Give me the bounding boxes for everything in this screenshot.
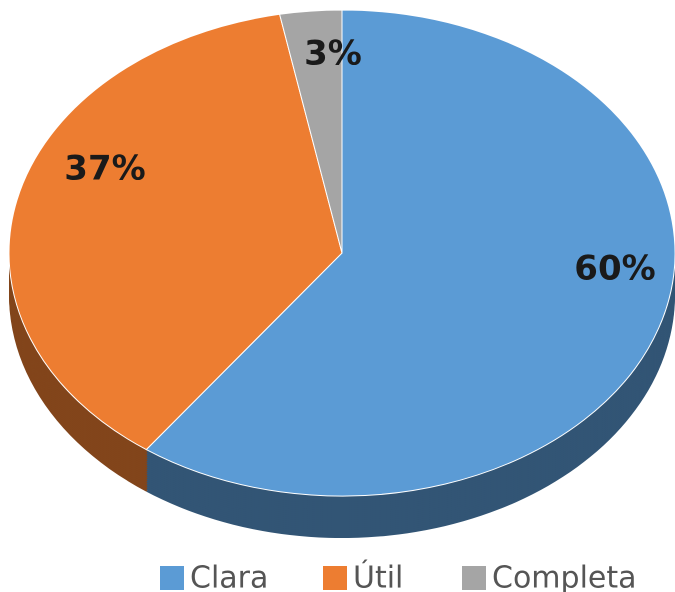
legend-swatch	[160, 566, 184, 590]
data-label: 3%	[304, 34, 362, 74]
pie-slice	[278, 9, 343, 254]
data-label: 37%	[64, 149, 145, 189]
pie-slice	[8, 13, 343, 451]
legend-swatch	[462, 566, 486, 590]
pie-slice	[145, 9, 675, 497]
legend-label: Clara	[190, 561, 268, 592]
data-label: 60%	[574, 249, 655, 289]
legend-label: Útil	[353, 559, 403, 592]
legend-label: Completa	[492, 561, 637, 592]
legend-swatch	[323, 566, 347, 590]
